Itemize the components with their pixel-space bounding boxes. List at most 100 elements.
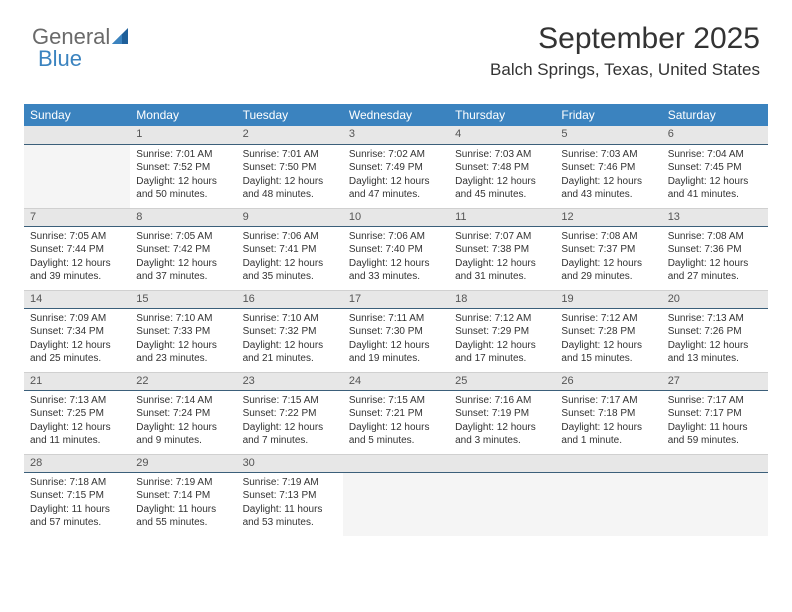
day-number-cell: 30 <box>237 454 343 472</box>
day-cell: Sunrise: 7:01 AMSunset: 7:50 PMDaylight:… <box>237 144 343 208</box>
day-number-cell: 23 <box>237 372 343 390</box>
sunrise-text: Sunrise: 7:12 AM <box>455 312 549 326</box>
sunrise-text: Sunrise: 7:15 AM <box>243 394 337 408</box>
day-cell: Sunrise: 7:13 AMSunset: 7:25 PMDaylight:… <box>24 390 130 454</box>
weekday-header: Tuesday <box>237 104 343 126</box>
day-content-row: Sunrise: 7:05 AMSunset: 7:44 PM Daylight:… <box>24 226 768 290</box>
sunset-text: Sunset: 7:42 PM <box>136 243 230 257</box>
day-number-cell: 10 <box>343 208 449 226</box>
day-details: Sunrise: 7:09 AMSunset: 7:34 PMDaylight:… <box>24 309 130 372</box>
day-number-cell: 3 <box>343 126 449 144</box>
daylight-text: Daylight: 12 hours and 13 minutes. <box>668 339 762 366</box>
location: Balch Springs, Texas, United States <box>490 60 760 80</box>
month-title: September 2025 <box>490 22 760 56</box>
sunset-text: Sunset: 7:52 PM <box>136 161 230 175</box>
day-number: 2 <box>237 126 343 141</box>
day-cell: Sunrise: 7:10 AMSunset: 7:33 PMDaylight:… <box>130 308 236 372</box>
day-cell: Sunrise: 7:17 AMSunset: 7:17 PMDaylight:… <box>662 390 768 454</box>
day-number-row: 123456 <box>24 126 768 144</box>
day-number-cell: 28 <box>24 454 130 472</box>
day-number-cell: 24 <box>343 372 449 390</box>
day-cell: Sunrise: 7:03 AMSunset: 7:46 PMDaylight:… <box>555 144 661 208</box>
day-details: Sunrise: 7:13 AMSunset: 7:26 PMDaylight:… <box>662 309 768 372</box>
sunset-text: Sunset: 7:40 PM <box>349 243 443 257</box>
day-number: 13 <box>662 209 768 224</box>
sunrise-text: Sunrise: 7:15 AM <box>349 394 443 408</box>
sunset-text: Sunset: 7:46 PM <box>561 161 655 175</box>
day-number: 15 <box>130 291 236 306</box>
sunset-text: Sunset: 7:26 PM <box>668 325 762 339</box>
calendar-table: Sunday Monday Tuesday Wednesday Thursday… <box>24 104 768 536</box>
sunset-text: Sunset: 7:37 PM <box>561 243 655 257</box>
day-number: 4 <box>449 126 555 141</box>
sunset-text: Sunset: 7:41 PM <box>243 243 337 257</box>
day-content-row: Sunrise: 7:13 AMSunset: 7:25 PMDaylight:… <box>24 390 768 454</box>
weekday-header: Wednesday <box>343 104 449 126</box>
sunset-text: Sunset: 7:44 PM <box>30 243 124 257</box>
day-cell: Sunrise: 7:19 AMSunset: 7:14 PMDaylight:… <box>130 472 236 536</box>
sunrise-text: Sunrise: 7:06 AM <box>243 230 337 244</box>
day-number-row: 14151617181920 <box>24 290 768 308</box>
sunrise-text: Sunrise: 7:02 AM <box>349 148 443 162</box>
day-number-cell: 21 <box>24 372 130 390</box>
day-number-cell: 29 <box>130 454 236 472</box>
day-cell: Sunrise: 7:01 AMSunset: 7:52 PMDaylight:… <box>130 144 236 208</box>
sunrise-text: Sunrise: 7:06 AM <box>349 230 443 244</box>
sunset-text: Sunset: 7:15 PM <box>30 489 124 503</box>
day-number-cell: 19 <box>555 290 661 308</box>
day-number-cell: 8 <box>130 208 236 226</box>
day-cell <box>662 472 768 536</box>
sunset-text: Sunset: 7:13 PM <box>243 489 337 503</box>
day-cell: Sunrise: 7:12 AMSunset: 7:29 PMDaylight:… <box>449 308 555 372</box>
day-details: Sunrise: 7:05 AMSunset: 7:44 PMDaylight:… <box>24 227 130 290</box>
day-details: Sunrise: 7:01 AMSunset: 7:50 PMDaylight:… <box>237 145 343 208</box>
day-number-cell: 6 <box>662 126 768 144</box>
day-number-cell <box>662 454 768 472</box>
day-cell: Sunrise: 7:12 AMSunset: 7:28 PMDaylight:… <box>555 308 661 372</box>
day-cell: Sunrise: 7:19 AMSunset: 7:13 PMDaylight:… <box>237 472 343 536</box>
sunrise-text: Sunrise: 7:19 AM <box>136 476 230 490</box>
daylight-text: Daylight: 12 hours and 9 minutes. <box>136 421 230 448</box>
sunrise-text: Sunrise: 7:08 AM <box>561 230 655 244</box>
day-details: Sunrise: 7:17 AMSunset: 7:18 PMDaylight:… <box>555 391 661 454</box>
sunset-text: Sunset: 7:22 PM <box>243 407 337 421</box>
daylight-text: Daylight: 12 hours and 35 minutes. <box>243 257 337 284</box>
day-number: 29 <box>130 455 236 470</box>
day-details: Sunrise: 7:14 AMSunset: 7:24 PMDaylight:… <box>130 391 236 454</box>
day-details: Sunrise: 7:06 AMSunset: 7:41 PMDaylight:… <box>237 227 343 290</box>
day-number-cell: 12 <box>555 208 661 226</box>
sunrise-text: Sunrise: 7:01 AM <box>243 148 337 162</box>
logo-text-blue: Blue <box>38 46 82 71</box>
daylight-text: Daylight: 12 hours and 27 minutes. <box>668 257 762 284</box>
sunrise-text: Sunrise: 7:03 AM <box>455 148 549 162</box>
daylight-text: Daylight: 12 hours and 48 minutes. <box>243 175 337 202</box>
sunset-text: Sunset: 7:50 PM <box>243 161 337 175</box>
daylight-text: Daylight: 12 hours and 7 minutes. <box>243 421 337 448</box>
day-number: 25 <box>449 373 555 388</box>
day-number: 24 <box>343 373 449 388</box>
day-number: 10 <box>343 209 449 224</box>
daylight-text: Daylight: 12 hours and 41 minutes. <box>668 175 762 202</box>
day-details: Sunrise: 7:10 AMSunset: 7:32 PMDaylight:… <box>237 309 343 372</box>
day-number-cell: 14 <box>24 290 130 308</box>
day-cell: Sunrise: 7:13 AMSunset: 7:26 PMDaylight:… <box>662 308 768 372</box>
sunrise-text: Sunrise: 7:10 AM <box>136 312 230 326</box>
day-number: 26 <box>555 373 661 388</box>
day-cell: Sunrise: 7:05 AMSunset: 7:42 PMDaylight:… <box>130 226 236 290</box>
day-cell <box>449 472 555 536</box>
heading: September 2025 Balch Springs, Texas, Uni… <box>490 22 760 80</box>
sunrise-text: Sunrise: 7:09 AM <box>30 312 124 326</box>
sunset-text: Sunset: 7:48 PM <box>455 161 549 175</box>
sunset-text: Sunset: 7:14 PM <box>136 489 230 503</box>
day-cell <box>343 472 449 536</box>
day-number: 3 <box>343 126 449 141</box>
day-number: 21 <box>24 373 130 388</box>
day-cell <box>555 472 661 536</box>
day-cell: Sunrise: 7:11 AMSunset: 7:30 PMDaylight:… <box>343 308 449 372</box>
day-details: Sunrise: 7:19 AMSunset: 7:13 PMDaylight:… <box>237 473 343 536</box>
day-details: Sunrise: 7:01 AMSunset: 7:52 PMDaylight:… <box>130 145 236 208</box>
daylight-text: Daylight: 12 hours and 50 minutes. <box>136 175 230 202</box>
day-number: 1 <box>130 126 236 141</box>
day-number: 14 <box>24 291 130 306</box>
sunrise-text: Sunrise: 7:05 AM <box>30 230 124 244</box>
